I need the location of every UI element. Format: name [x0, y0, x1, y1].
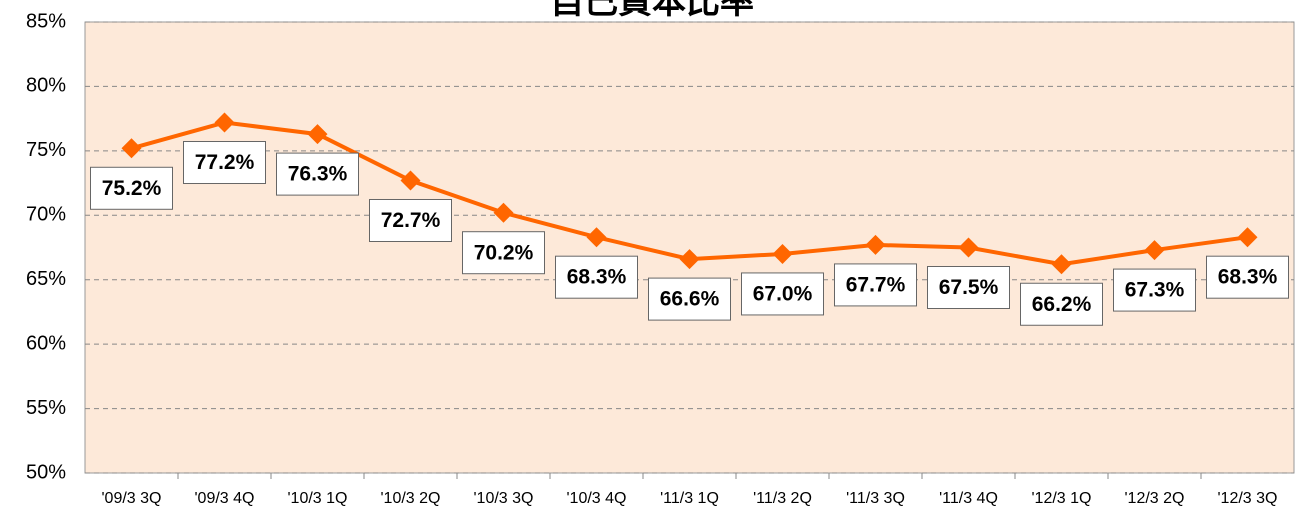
data-label-box: [1113, 268, 1196, 312]
data-label-box: [1020, 282, 1103, 326]
x-tick-label: '11/3 3Q: [846, 490, 905, 507]
data-label: 75.2%: [102, 177, 162, 200]
data-label: 67.0%: [753, 282, 813, 305]
data-label: 72.7%: [381, 209, 441, 232]
marker: [121, 138, 142, 159]
marker: [1144, 240, 1165, 261]
data-label: 70.2%: [474, 241, 534, 264]
marker: [586, 227, 607, 248]
marker: [865, 234, 886, 255]
y-tick-label: 70%: [26, 204, 66, 226]
data-label-box: [834, 263, 917, 307]
data-label-box: [555, 255, 638, 299]
data-label-box: [183, 141, 266, 185]
x-tick-label: '11/3 1Q: [660, 490, 719, 507]
marker: [679, 249, 700, 270]
data-label: 68.3%: [567, 266, 627, 289]
data-label: 67.5%: [939, 276, 999, 299]
x-tick-label: '09/3 3Q: [102, 490, 162, 507]
x-tick-label: '10/3 2Q: [381, 490, 441, 507]
marker: [1051, 254, 1072, 275]
data-label: 76.3%: [288, 163, 348, 186]
y-tick-label: 50%: [26, 461, 66, 483]
y-tick-label: 75%: [26, 139, 66, 161]
data-label-box: [90, 166, 173, 210]
marker: [214, 112, 235, 133]
marker: [1237, 227, 1258, 248]
x-tick-label: '10/3 1Q: [288, 490, 348, 507]
chart-title: 自己資本比率: [550, 0, 754, 21]
plot-area: [84, 21, 1295, 474]
y-tick-label: 80%: [26, 75, 66, 97]
x-tick-label: '12/3 1Q: [1032, 490, 1092, 507]
data-label-box: [741, 272, 824, 316]
data-label-box: [927, 266, 1010, 309]
x-tick-label: '10/3 4Q: [567, 490, 627, 507]
x-tick-label: '12/3 2Q: [1125, 490, 1185, 507]
data-label-box: [648, 277, 731, 321]
y-tick-label: 85%: [26, 10, 66, 32]
y-tick-label: 65%: [26, 268, 66, 290]
y-tick-label: 55%: [26, 397, 66, 419]
x-tick-label: '09/3 4Q: [195, 490, 255, 507]
data-label: 67.7%: [846, 273, 906, 296]
data-label-box: [276, 152, 359, 196]
data-label: 68.3%: [1218, 266, 1278, 289]
data-label-box: [462, 231, 545, 275]
x-tick-label: '10/3 3Q: [474, 490, 534, 507]
x-tick-label: '11/3 4Q: [939, 490, 998, 507]
marker: [958, 237, 979, 258]
x-tick-label: '12/3 3Q: [1218, 490, 1278, 507]
data-label-box: [369, 198, 452, 242]
data-label: 67.3%: [1125, 279, 1185, 302]
data-label: 66.6%: [660, 288, 720, 311]
data-label: 77.2%: [195, 151, 255, 174]
data-label: 66.2%: [1032, 293, 1092, 316]
marker: [493, 202, 514, 223]
marker: [400, 170, 421, 191]
marker: [772, 243, 793, 264]
data-label-box: [1206, 255, 1289, 299]
y-tick-label: 60%: [26, 332, 66, 354]
marker: [307, 124, 328, 145]
x-tick-label: '11/3 2Q: [753, 490, 812, 507]
